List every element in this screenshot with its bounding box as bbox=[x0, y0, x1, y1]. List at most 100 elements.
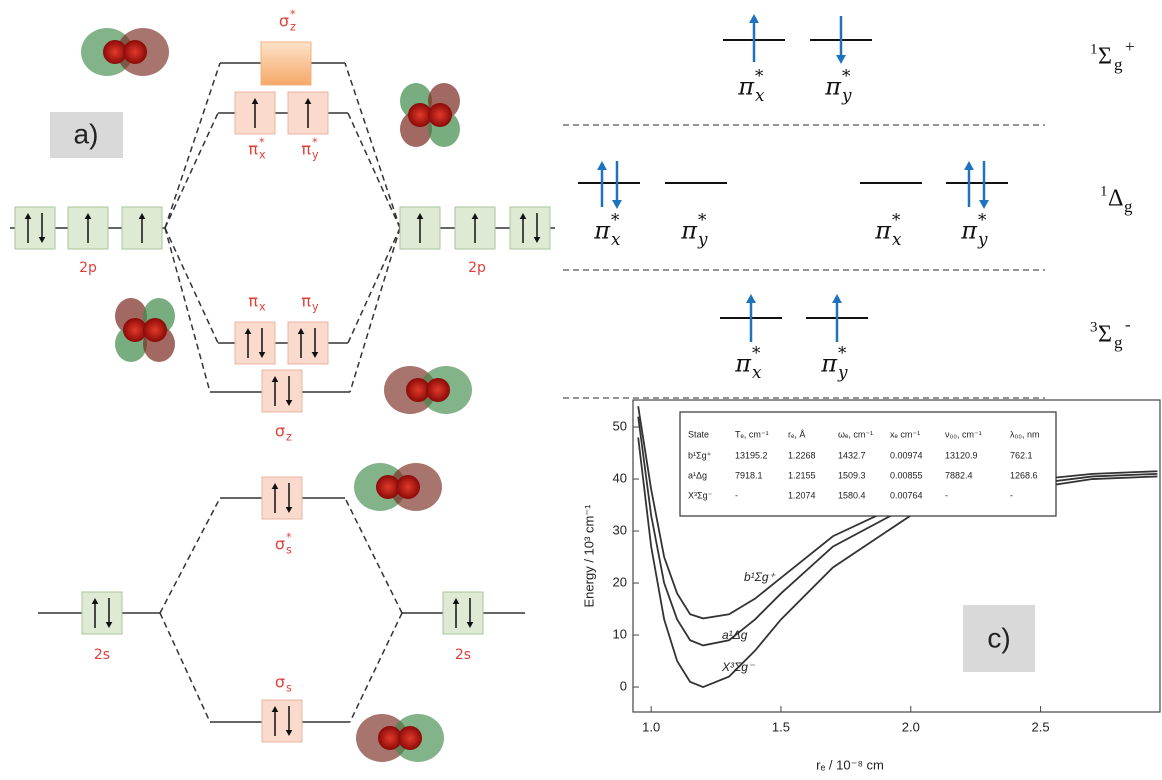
orbital-subscript: x bbox=[752, 362, 762, 382]
state-prefix: 1 bbox=[1090, 41, 1098, 57]
level-label: 2p bbox=[79, 260, 97, 276]
orbital-superscript: * bbox=[698, 210, 707, 230]
x-tick-label: 2.5 bbox=[1032, 719, 1050, 734]
orbital-symbol: σ bbox=[275, 422, 285, 441]
orbital-subscript: y bbox=[977, 229, 988, 249]
electron-arrow-head bbox=[749, 14, 759, 23]
correlation-line bbox=[350, 228, 400, 392]
table-cell: 0.00974 bbox=[890, 450, 923, 460]
curve-label: X³Σg⁻ bbox=[721, 660, 756, 674]
y-tick-label: 10 bbox=[613, 626, 627, 641]
orbital-symbol: π bbox=[301, 292, 311, 311]
table-cell: 1.2268 bbox=[788, 450, 816, 460]
orbital-subscript: x bbox=[259, 301, 266, 314]
x-tick-label: 1.0 bbox=[642, 719, 660, 734]
orbital-symbol: π bbox=[960, 217, 978, 245]
state-subscript: g bbox=[1124, 197, 1133, 216]
atom bbox=[398, 726, 422, 750]
orbital-superscript: * bbox=[842, 66, 851, 86]
orbital-box bbox=[510, 207, 550, 249]
correlation-line bbox=[160, 498, 220, 613]
electron-arrow-head bbox=[612, 200, 622, 209]
y-tick-label: 30 bbox=[613, 522, 627, 537]
atom bbox=[396, 475, 420, 499]
orbital-superscript: * bbox=[838, 343, 847, 363]
table-cell: 1432.7 bbox=[838, 450, 866, 460]
orbital-box bbox=[262, 477, 302, 519]
table-header: λ₀₀, nm bbox=[1010, 429, 1039, 439]
state-symbol: Δ bbox=[1108, 186, 1123, 212]
table-cell: 1268.6 bbox=[1010, 470, 1038, 480]
table-cell: 1.2074 bbox=[788, 490, 816, 500]
orbital-subscript: y bbox=[697, 229, 708, 249]
orbital-superscript: * bbox=[290, 8, 296, 21]
table-header: ωₑ, cm⁻¹ bbox=[838, 429, 873, 439]
orbital-subscript: y bbox=[837, 362, 848, 382]
orbital-subscript: s bbox=[286, 544, 292, 557]
curve-label: b¹Σg⁺ bbox=[744, 570, 777, 584]
electron-arrow-head bbox=[836, 55, 846, 64]
atom bbox=[428, 103, 452, 127]
state-symbol: Σ bbox=[1098, 44, 1112, 70]
orbital-box bbox=[235, 322, 275, 364]
orbital-symbol: π bbox=[874, 217, 892, 245]
table-box bbox=[680, 412, 1056, 516]
table-cell: 1509.3 bbox=[838, 470, 866, 480]
orbital-box bbox=[15, 207, 55, 249]
x-tick-label: 2.0 bbox=[902, 719, 920, 734]
state-prefix: 3 bbox=[1090, 319, 1098, 335]
correlation-line bbox=[345, 498, 402, 613]
orbital-symbol: σ bbox=[275, 673, 285, 692]
orbital-symbol: π bbox=[680, 217, 698, 245]
table-cell: - bbox=[1010, 490, 1013, 500]
orbital-subscript: y bbox=[312, 301, 319, 314]
x-axis-label: rₑ / 10⁻⁸ cm bbox=[816, 757, 884, 772]
orbital-symbol: π bbox=[824, 73, 842, 101]
y-tick-label: 40 bbox=[613, 470, 627, 485]
orbital-subscript: x bbox=[611, 229, 621, 249]
atom bbox=[143, 318, 167, 342]
orbital-symbol: π bbox=[248, 292, 258, 311]
orbital-box bbox=[82, 592, 122, 634]
table-header: rₑ, Å bbox=[788, 429, 805, 439]
orbital-box bbox=[443, 592, 483, 634]
level-label: 2p bbox=[468, 260, 486, 276]
orbital-symbol: π bbox=[593, 217, 611, 245]
orbital-subscript: z bbox=[286, 431, 292, 444]
orbital-box bbox=[262, 700, 302, 742]
electron-arrow-head bbox=[832, 294, 842, 303]
table-cell: 7918.1 bbox=[735, 470, 763, 480]
orbital-symbol: π bbox=[248, 140, 258, 159]
table-cell: 13120.9 bbox=[945, 450, 978, 460]
orbital-box bbox=[261, 42, 311, 85]
correlation-line bbox=[348, 113, 400, 228]
y-tick-label: 20 bbox=[613, 574, 627, 589]
table-cell: 1.2155 bbox=[788, 470, 816, 480]
electron-arrow-head bbox=[979, 200, 989, 209]
table-cell: 0.00764 bbox=[890, 490, 923, 500]
orbital-subscript: x bbox=[755, 85, 765, 105]
correlation-line bbox=[350, 613, 402, 722]
table-cell: X³Σg⁻ bbox=[688, 490, 713, 500]
x-tick-label: 1.5 bbox=[772, 719, 790, 734]
level-label: 2s bbox=[94, 647, 110, 663]
orbital-symbol: π bbox=[820, 350, 838, 378]
state-subscript: g bbox=[1114, 333, 1123, 352]
level-label: 2s bbox=[455, 647, 471, 663]
state-suffix: + bbox=[1125, 37, 1135, 56]
y-axis-label: Energy / 10³ cm⁻¹ bbox=[581, 504, 596, 608]
orbital-subscript: y bbox=[841, 85, 852, 105]
orbital-superscript: * bbox=[611, 210, 620, 230]
orbital-symbol: σ bbox=[279, 12, 289, 31]
table-cell: 1580.4 bbox=[838, 490, 866, 500]
table-cell: 7882.4 bbox=[945, 470, 973, 480]
correlation-line bbox=[165, 113, 218, 228]
orbital-subscript: s bbox=[286, 682, 292, 695]
table-header: xₑ cm⁻¹ bbox=[890, 429, 920, 439]
correlation-line bbox=[345, 63, 400, 228]
correlation-line bbox=[348, 228, 400, 343]
state-symbol: Σ bbox=[1098, 322, 1112, 348]
table-cell: - bbox=[945, 490, 948, 500]
page: { "panel_a": { "label": "a)", "atomic_la… bbox=[0, 0, 1162, 780]
orbital-symbol: π bbox=[737, 73, 755, 101]
